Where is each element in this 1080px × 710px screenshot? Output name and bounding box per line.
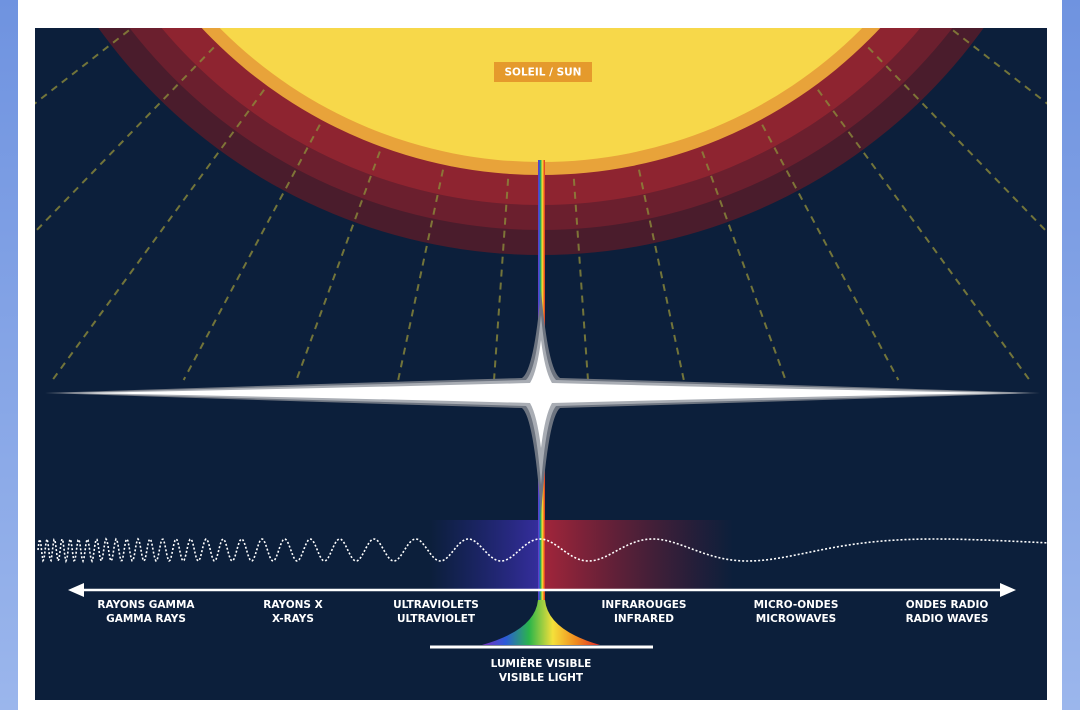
band-en: RADIO WAVES bbox=[906, 613, 989, 625]
ray bbox=[761, 124, 900, 381]
sun-label: SOLEIL / SUN bbox=[505, 67, 582, 79]
band-en: INFRARED bbox=[614, 613, 674, 625]
visible-fan bbox=[482, 600, 600, 645]
ray bbox=[182, 124, 321, 381]
ray bbox=[637, 169, 685, 381]
sun-label-box bbox=[494, 62, 592, 82]
band-fr: MICRO-ONDES bbox=[754, 599, 839, 611]
band-en: MICROWAVES bbox=[756, 613, 836, 625]
band-fr: ONDES RADIO bbox=[906, 599, 989, 611]
ray bbox=[295, 151, 381, 381]
band-fr: RAYONS X bbox=[263, 599, 322, 611]
band-en: X-RAYS bbox=[272, 613, 314, 625]
visible-en: VISIBLE LIGHT bbox=[499, 672, 584, 684]
band-fr: ULTRAVIOLETS bbox=[393, 599, 479, 611]
ray bbox=[397, 169, 445, 381]
band-en: GAMMA RAYS bbox=[106, 613, 186, 625]
ray bbox=[817, 89, 1031, 381]
band-fr: RAYONS GAMMA bbox=[97, 599, 195, 611]
band-fr: INFRAROUGES bbox=[602, 599, 687, 611]
sun bbox=[219, 28, 863, 162]
uv-glow bbox=[430, 520, 540, 590]
rays bbox=[35, 28, 1047, 381]
visible-fr: LUMIÈRE VISIBLE bbox=[491, 657, 592, 670]
ray bbox=[51, 89, 265, 381]
ir-glow bbox=[543, 520, 733, 590]
ray bbox=[701, 151, 787, 381]
band-en: ULTRAVIOLET bbox=[397, 613, 476, 625]
flare-core bbox=[80, 340, 1000, 448]
